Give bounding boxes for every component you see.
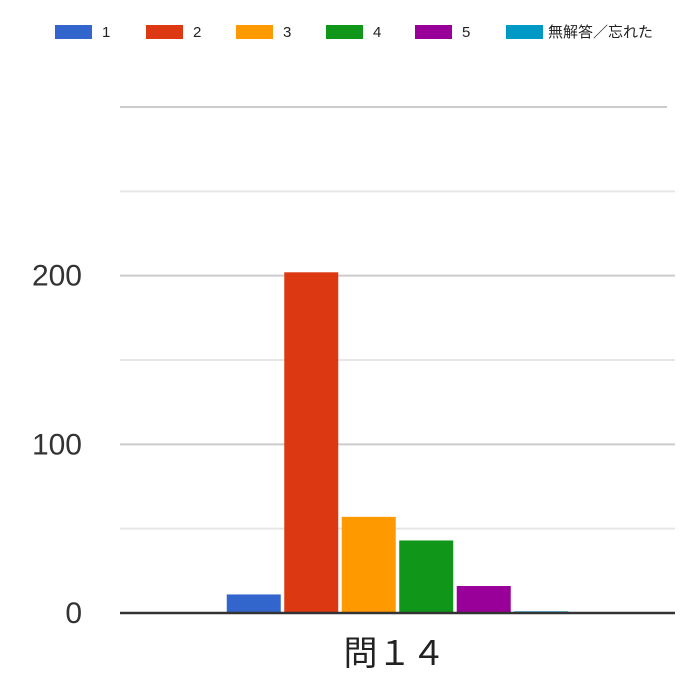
legend-label: 3 xyxy=(283,24,291,41)
bar xyxy=(284,272,339,613)
bar xyxy=(341,516,396,613)
bar xyxy=(226,594,281,613)
bar xyxy=(399,540,454,613)
legend-label: 5 xyxy=(462,24,470,41)
legend-label: 2 xyxy=(193,24,201,41)
y-tick-label: 200 xyxy=(32,260,82,293)
legend-swatch xyxy=(415,25,452,39)
y-tick-label: 0 xyxy=(65,597,82,630)
legend-swatch xyxy=(326,25,363,39)
legend-swatch xyxy=(55,25,92,39)
y-tick-label: 100 xyxy=(32,428,82,461)
legend-swatch xyxy=(146,25,183,39)
bar xyxy=(456,586,511,613)
legend-label: 1 xyxy=(102,24,110,41)
x-tick-label: 問１４ xyxy=(344,635,446,673)
legend-label: 4 xyxy=(373,24,381,41)
legend-label: 無解答／忘れた xyxy=(548,24,653,41)
legend-swatch xyxy=(236,25,273,39)
legend-swatch xyxy=(506,25,543,39)
